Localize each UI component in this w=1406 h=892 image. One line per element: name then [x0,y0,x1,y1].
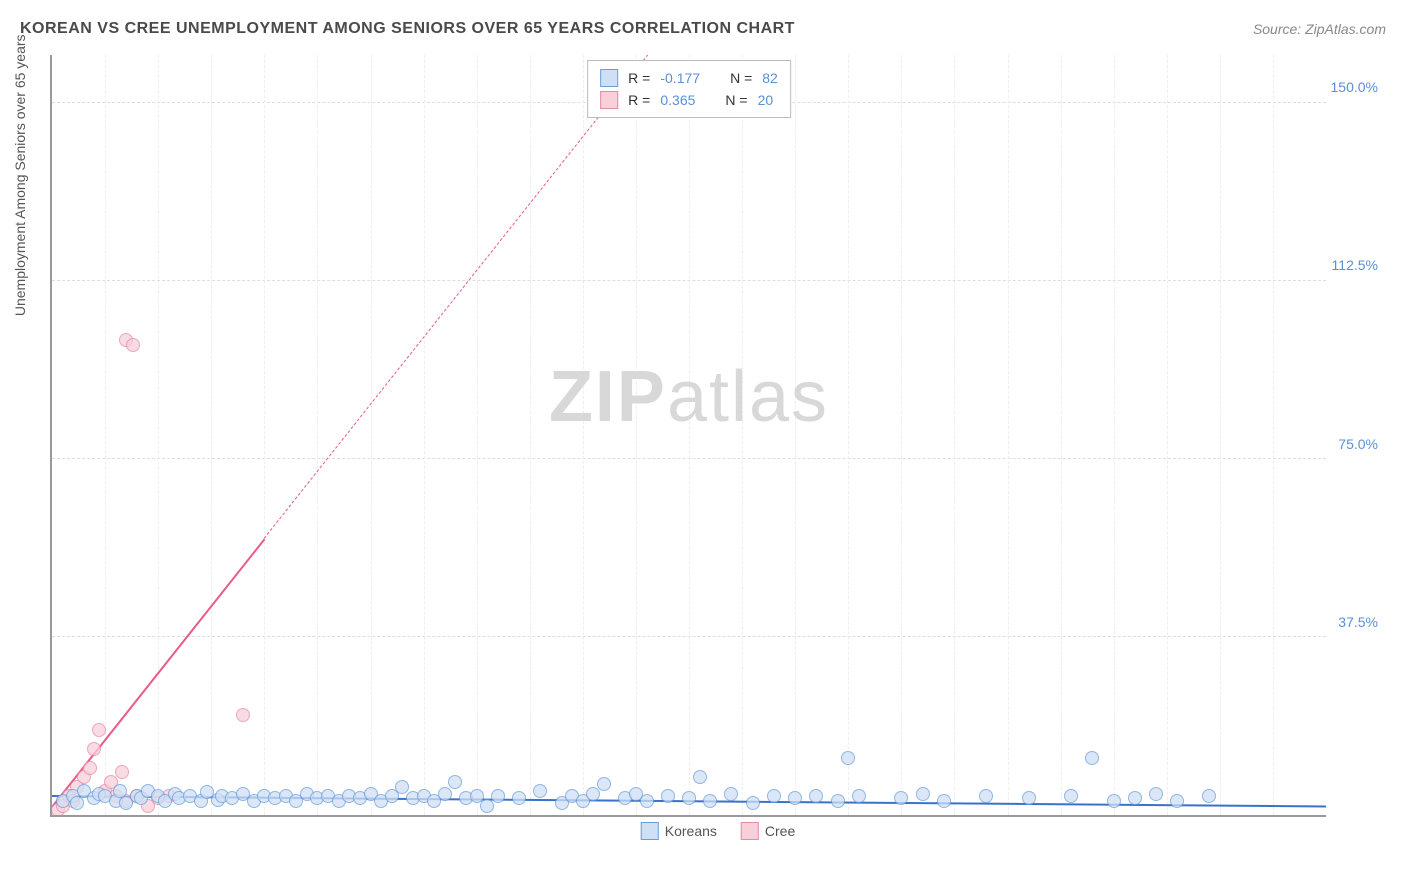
vgrid-line [848,55,849,815]
data-point [512,791,526,805]
data-point [661,789,675,803]
vgrid-line [1114,55,1115,815]
chart-area: Unemployment Among Seniors over 65 years… [50,55,1386,842]
r-value: -0.177 [660,70,700,86]
data-point [724,787,738,801]
data-point [841,751,855,765]
y-tick-label: 112.5% [1332,257,1378,273]
data-point [703,794,717,808]
correlation-legend: R = -0.177 N = 82 R = 0.365 N = 20 [587,60,791,118]
data-point [1149,787,1163,801]
legend-label: Koreans [665,823,717,839]
y-axis-title: Unemployment Among Seniors over 65 years [12,34,28,316]
data-point [1170,794,1184,808]
watermark-light: atlas [667,357,829,437]
data-point [236,708,250,722]
legend-swatch [600,69,618,87]
vgrid-line [264,55,265,815]
data-point [491,789,505,803]
n-value: 20 [758,92,774,108]
vgrid-line [954,55,955,815]
y-tick-label: 37.5% [1338,614,1378,630]
vgrid-line [1167,55,1168,815]
plot-box: ZIPatlas R =-0.177N =82R =0.365N =20 0.0… [50,55,1326,817]
legend-row: R = 0.365 N = 20 [600,89,778,111]
vgrid-line [1220,55,1221,815]
legend-label: Cree [765,823,795,839]
vgrid-line [317,55,318,815]
vgrid-line [636,55,637,815]
vgrid-line [477,55,478,815]
data-point [894,791,908,805]
data-point [395,780,409,794]
data-point [1064,789,1078,803]
y-tick-label: 75.0% [1338,436,1378,452]
vgrid-line [158,55,159,815]
vgrid-line [424,55,425,815]
y-tick-label: 150.0% [1331,79,1378,95]
vgrid-line [1273,55,1274,815]
n-value: 82 [762,70,778,86]
legend-swatch [641,822,659,840]
data-point [640,794,654,808]
data-point [438,787,452,801]
data-point [1202,789,1216,803]
data-point [1128,791,1142,805]
data-point [87,742,101,756]
data-point [788,791,802,805]
data-point [1107,794,1121,808]
data-point [937,794,951,808]
r-value: 0.365 [660,92,695,108]
vgrid-line [795,55,796,815]
data-point [1022,791,1036,805]
data-point [682,791,696,805]
data-point [746,796,760,810]
vgrid-line [742,55,743,815]
legend-item: Koreans [641,822,717,840]
series-legend: Koreans Cree [641,822,796,840]
vgrid-line [1061,55,1062,815]
vgrid-line [371,55,372,815]
data-point [767,789,781,803]
n-label: N = [725,92,747,108]
vgrid-line [1008,55,1009,815]
legend-swatch [600,91,618,109]
r-label: R = [628,92,650,108]
data-point [448,775,462,789]
vgrid-line [901,55,902,815]
source-label: Source: ZipAtlas.com [1253,21,1386,37]
vgrid-line [530,55,531,815]
data-point [809,789,823,803]
data-point [852,789,866,803]
data-point [126,338,140,352]
data-point [916,787,930,801]
data-point [83,761,97,775]
data-point [597,777,611,791]
data-point [831,794,845,808]
data-point [92,723,106,737]
legend-item: Cree [741,822,795,840]
legend-row: R = -0.177 N = 82 [600,67,778,89]
watermark-bold: ZIP [549,357,667,437]
vgrid-line [211,55,212,815]
vgrid-line [583,55,584,815]
data-point [1085,751,1099,765]
chart-title: KOREAN VS CREE UNEMPLOYMENT AMONG SENIOR… [20,20,795,38]
vgrid-line [689,55,690,815]
n-label: N = [730,70,752,86]
r-label: R = [628,70,650,86]
data-point [979,789,993,803]
data-point [115,765,129,779]
data-point [693,770,707,784]
data-point [533,784,547,798]
vgrid-line [105,55,106,815]
legend-swatch [741,822,759,840]
